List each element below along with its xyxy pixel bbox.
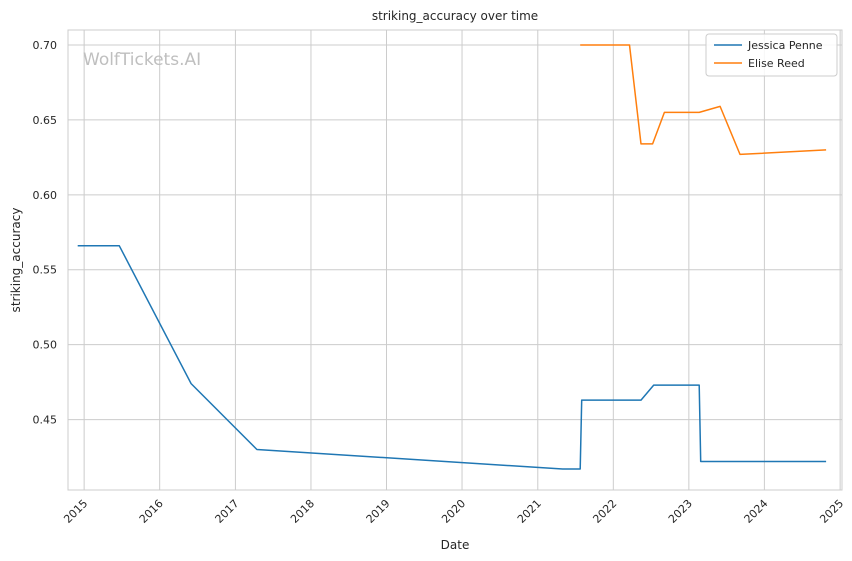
watermark: WolfTickets.AI: [83, 50, 201, 70]
y-tick-label: 0.70: [33, 39, 58, 52]
y-tick-labels: 0.45 0.50 0.55 0.60 0.65 0.70: [33, 39, 58, 427]
legend-label-elise-reed: Elise Reed: [748, 57, 805, 70]
chart-title: striking_accuracy over time: [372, 9, 538, 23]
x-axis-label: Date: [441, 538, 470, 552]
y-tick-label: 0.65: [33, 114, 58, 127]
series-lines: [77, 44, 827, 470]
y-tick-label: 0.60: [33, 189, 58, 202]
series-line-jessica-penne: [77, 245, 827, 470]
y-tick-label: 0.50: [33, 339, 58, 352]
y-tick-label: 0.55: [33, 264, 58, 277]
series-line-elise-reed: [580, 44, 827, 156]
legend: Jessica Penne Elise Reed: [705, 33, 838, 77]
legend-label-jessica-penne: Jessica Penne: [747, 39, 823, 52]
y-tick-label: 0.45: [33, 414, 58, 427]
y-axis-label: striking_accuracy: [9, 208, 23, 313]
grid: [68, 30, 842, 490]
plot-frame: [67, 29, 843, 491]
